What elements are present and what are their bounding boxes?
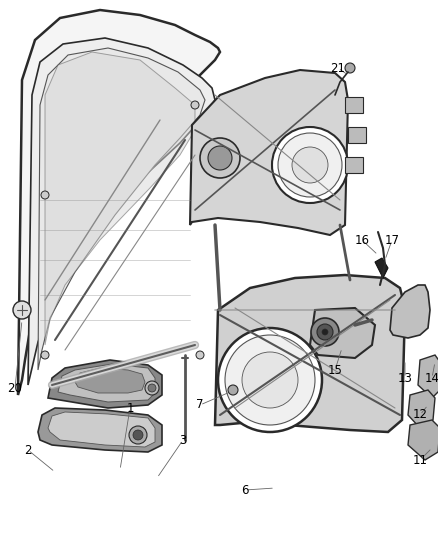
Text: 20: 20 <box>7 382 22 394</box>
Polygon shape <box>58 364 155 402</box>
Text: 2: 2 <box>24 443 32 456</box>
Circle shape <box>242 352 298 408</box>
Polygon shape <box>48 360 162 408</box>
Polygon shape <box>18 10 220 395</box>
Polygon shape <box>45 52 195 345</box>
Text: 13: 13 <box>398 372 413 384</box>
Circle shape <box>148 384 156 392</box>
Polygon shape <box>38 48 205 370</box>
Bar <box>345 97 363 113</box>
Circle shape <box>200 138 240 178</box>
Text: 14: 14 <box>424 372 438 384</box>
Circle shape <box>292 147 328 183</box>
Circle shape <box>196 351 204 359</box>
Circle shape <box>41 351 49 359</box>
Circle shape <box>133 430 143 440</box>
Text: 11: 11 <box>413 454 427 466</box>
Circle shape <box>322 329 328 335</box>
Circle shape <box>145 381 159 395</box>
Circle shape <box>272 127 348 203</box>
Polygon shape <box>408 390 435 428</box>
Text: 17: 17 <box>385 233 399 246</box>
Text: 1: 1 <box>126 401 134 415</box>
Text: 16: 16 <box>354 233 370 246</box>
Circle shape <box>278 133 342 197</box>
Text: 7: 7 <box>196 399 204 411</box>
Polygon shape <box>408 420 438 460</box>
Polygon shape <box>390 285 430 338</box>
Text: 12: 12 <box>413 408 427 422</box>
Circle shape <box>317 324 333 340</box>
Text: 21: 21 <box>331 61 346 75</box>
Circle shape <box>225 335 315 425</box>
Bar <box>345 157 363 173</box>
Circle shape <box>218 328 322 432</box>
Circle shape <box>191 101 199 109</box>
Polygon shape <box>75 368 145 393</box>
Text: 15: 15 <box>328 364 343 376</box>
Circle shape <box>311 318 339 346</box>
Polygon shape <box>310 308 375 358</box>
Polygon shape <box>375 258 388 278</box>
Bar <box>348 127 366 143</box>
Circle shape <box>228 385 238 395</box>
Polygon shape <box>190 70 348 235</box>
Polygon shape <box>215 275 405 432</box>
Polygon shape <box>418 355 438 398</box>
Circle shape <box>345 63 355 73</box>
Polygon shape <box>38 408 162 452</box>
Text: 6: 6 <box>241 483 249 497</box>
Polygon shape <box>48 412 155 447</box>
Polygon shape <box>28 38 215 385</box>
Text: 3: 3 <box>179 433 187 447</box>
Circle shape <box>129 426 147 444</box>
Circle shape <box>13 301 31 319</box>
Circle shape <box>208 146 232 170</box>
Circle shape <box>41 191 49 199</box>
